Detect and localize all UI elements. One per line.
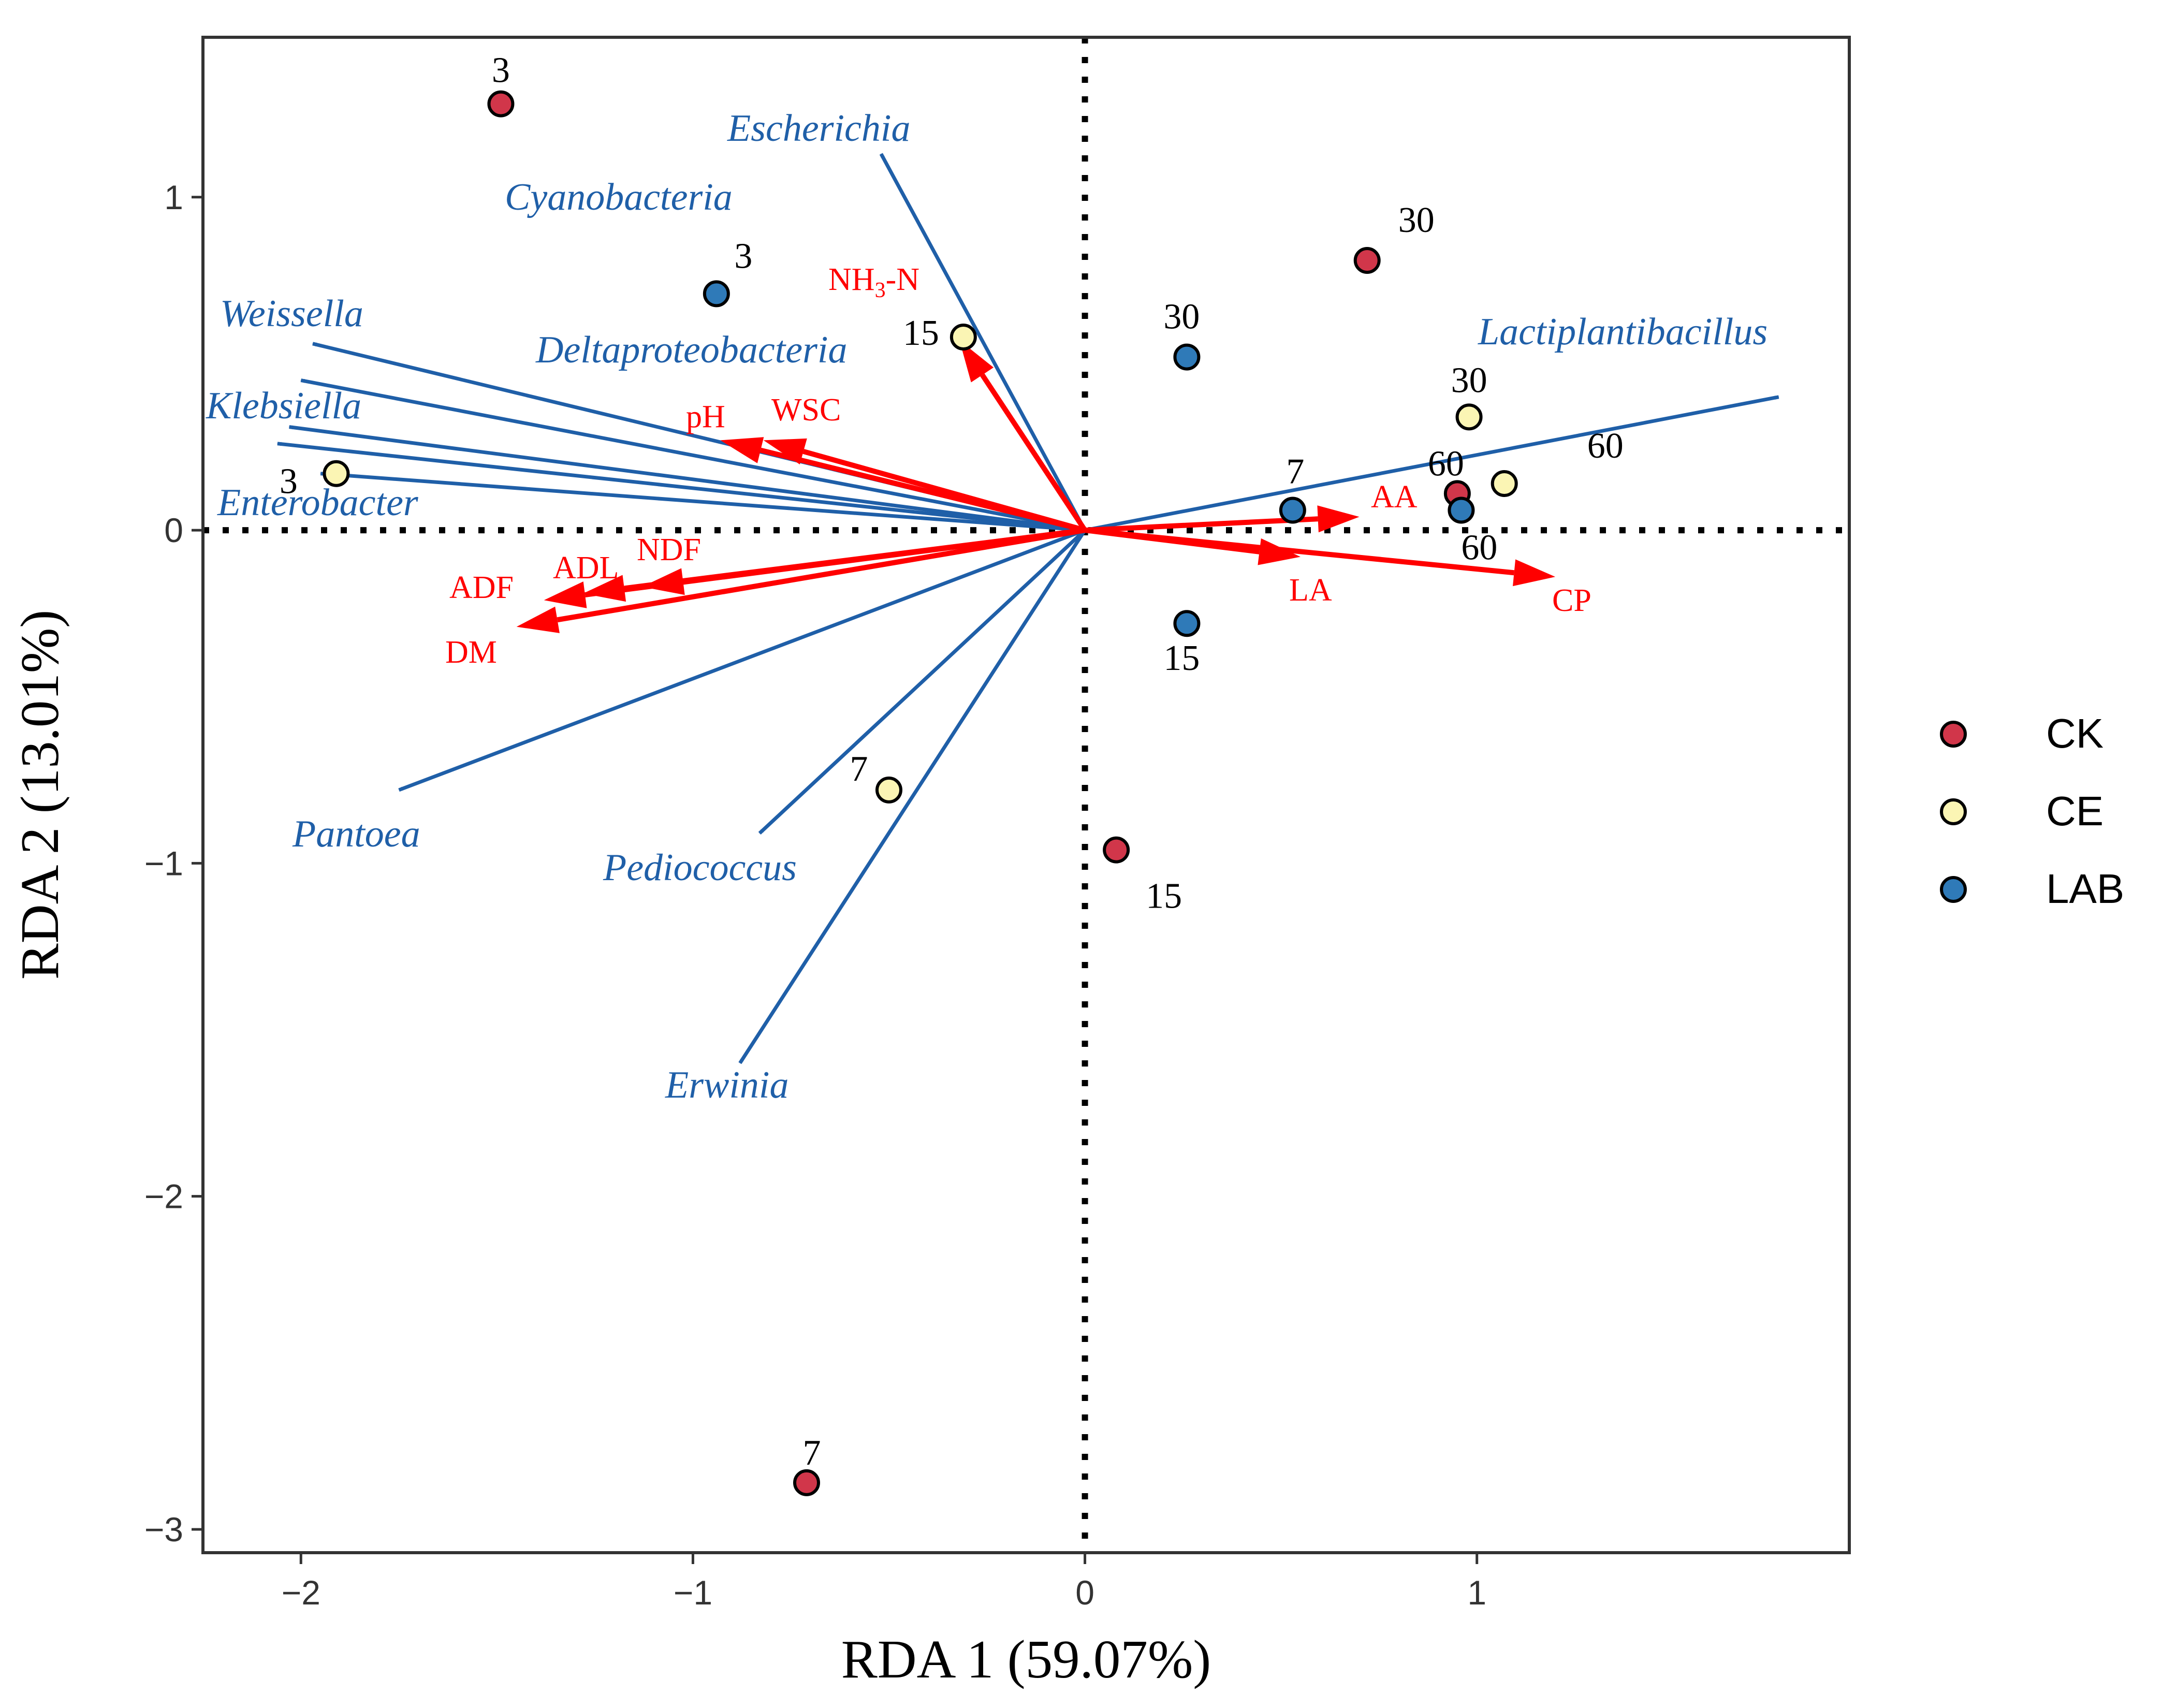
y-tick-label: −1	[144, 844, 183, 882]
species-vector-escherichia	[879, 153, 1087, 531]
y-tick-label: −2	[144, 1177, 183, 1216]
legend-key-ck	[1940, 721, 1967, 748]
species-vector-enterobacter	[320, 472, 1085, 532]
legend-label-ck: CK	[2046, 710, 2103, 756]
y-axis: −3 −2 −1 0 1	[144, 178, 203, 1549]
sample-label: 30	[1398, 200, 1435, 240]
zero-lines	[203, 37, 1849, 1553]
env-label-adl: ADL	[553, 550, 619, 586]
species-label-weissella: Weissella	[220, 293, 363, 335]
env-label-wsc: WSC	[771, 392, 841, 428]
legend-label-ce: CE	[2046, 788, 2103, 834]
y-axis-title: RDA 2 (13.01%)	[9, 610, 70, 980]
species-vector-pantoea	[398, 528, 1086, 792]
env-vector-adf	[585, 528, 1086, 597]
sample-point-ce-day3	[323, 460, 350, 487]
sample-point-lab-day60	[1448, 497, 1475, 524]
env-arrowhead-ph	[720, 437, 764, 463]
species-label-erwinia: Erwinia	[665, 1064, 788, 1106]
sample-label: 7	[850, 749, 868, 789]
env-arrowhead-wsc	[763, 438, 807, 464]
y-tick-label: −3	[144, 1510, 183, 1549]
sample-point-lab-day15	[1173, 610, 1201, 637]
env-vector-nh3-n	[980, 373, 1087, 532]
species-vector-klebsiella	[277, 442, 1085, 532]
sample-point-ck-day3	[487, 90, 515, 118]
legend-label-lab: LAB	[2046, 866, 2124, 912]
env-label-ndf: NDF	[637, 532, 701, 567]
sample-points: 3 7 15 30 60 3 7 15 30 60 3 7 15 30 60	[280, 51, 1624, 1496]
species-label-klebsiella: Klebsiella	[206, 385, 361, 427]
x-tick-label: −1	[674, 1573, 712, 1612]
plot-background	[203, 37, 1849, 1553]
sample-point-ce-day60	[1491, 470, 1518, 498]
env-label-la: LA	[1289, 573, 1332, 608]
species-label-pediococcus: Pediococcus	[603, 846, 797, 889]
env-arrowhead-cp	[1513, 559, 1556, 587]
sample-point-ck-day7	[793, 1469, 820, 1496]
y-tick-label: 0	[164, 511, 183, 549]
species-vector-cyanobacteria	[288, 425, 1086, 532]
species-vectors: Escherichia Cyanobacteria Weissella Deltapr…	[206, 107, 1779, 1106]
x-axis-title: RDA 1 (59.07%)	[841, 1629, 1211, 1689]
env-label-adf: ADF	[449, 570, 514, 605]
y-tick-label: 1	[164, 178, 183, 216]
env-arrowhead-nh3-n	[959, 340, 994, 383]
env-arrowhead-aa	[1317, 505, 1360, 533]
sample-label: 15	[1146, 877, 1182, 916]
x-tick-label: 1	[1467, 1573, 1486, 1612]
sample-label: 3	[280, 462, 298, 502]
env-label-ph: pH	[686, 399, 725, 434]
species-vector-erwinia	[738, 529, 1087, 1064]
environment-vectors: NH3-N pH WSC NDF ADL ADF DM AA LA CP	[445, 262, 1591, 670]
species-vector-lactiplantibacillus	[1084, 395, 1779, 532]
sample-label: 15	[1163, 638, 1200, 678]
species-vector-deltaproteobacteria	[300, 378, 1086, 532]
sample-point-ce-day15	[949, 323, 977, 351]
sample-label: 60	[1428, 444, 1464, 484]
env-vector-cp	[1085, 528, 1515, 576]
sample-point-lab-day3	[703, 280, 730, 308]
sample-label: 60	[1587, 426, 1624, 466]
sample-label: 60	[1461, 528, 1497, 567]
x-axis: −2 −1 0 1	[282, 1553, 1486, 1612]
sample-point-lab-day30	[1173, 343, 1201, 371]
species-label-cyanobacteria: Cyanobacteria	[505, 176, 733, 218]
x-tick-label: −2	[282, 1573, 320, 1612]
sample-point-lab-day7	[1279, 497, 1306, 524]
env-vector-wsc	[802, 449, 1086, 533]
sample-label: 7	[803, 1433, 821, 1473]
species-vector-pediococcus	[758, 529, 1086, 835]
species-label-enterobacter: Enterobacter	[217, 481, 419, 524]
sample-label: 3	[492, 51, 510, 91]
sample-point-ck-day15	[1103, 836, 1130, 864]
env-vector-aa	[1085, 516, 1318, 533]
plot-panel-border	[201, 36, 1851, 1554]
species-label-lactiplantibacillus: Lactiplantibacillus	[1478, 311, 1767, 353]
env-label-aa: AA	[1371, 479, 1418, 515]
species-label-deltaproteobacteria: Deltaproteobacteria	[535, 329, 847, 371]
legend-key-ce	[1940, 798, 1967, 825]
sample-label: 30	[1451, 360, 1487, 400]
env-arrowhead-adf	[544, 581, 587, 608]
env-label-cp: CP	[1552, 583, 1591, 618]
env-label-nh3-n: NH3-N	[828, 262, 919, 302]
sample-point-ce-day30	[1455, 403, 1483, 431]
env-arrowhead-dm	[516, 606, 560, 633]
sample-label: 3	[734, 236, 752, 276]
legend: CK CE LAB	[1940, 710, 2124, 912]
species-label-escherichia: Escherichia	[727, 107, 910, 150]
species-label-pantoea: Pantoea	[292, 813, 420, 855]
sample-point-ce-day7	[875, 776, 902, 804]
env-label-dm: DM	[445, 635, 497, 670]
x-tick-label: 0	[1075, 1573, 1094, 1612]
legend-key-lab	[1940, 876, 1967, 903]
sample-label: 15	[903, 313, 939, 353]
sample-label: 30	[1163, 297, 1200, 337]
sample-label: 7	[1286, 451, 1304, 491]
sample-point-ck-day30	[1353, 247, 1381, 274]
env-vector-dm	[557, 528, 1086, 623]
